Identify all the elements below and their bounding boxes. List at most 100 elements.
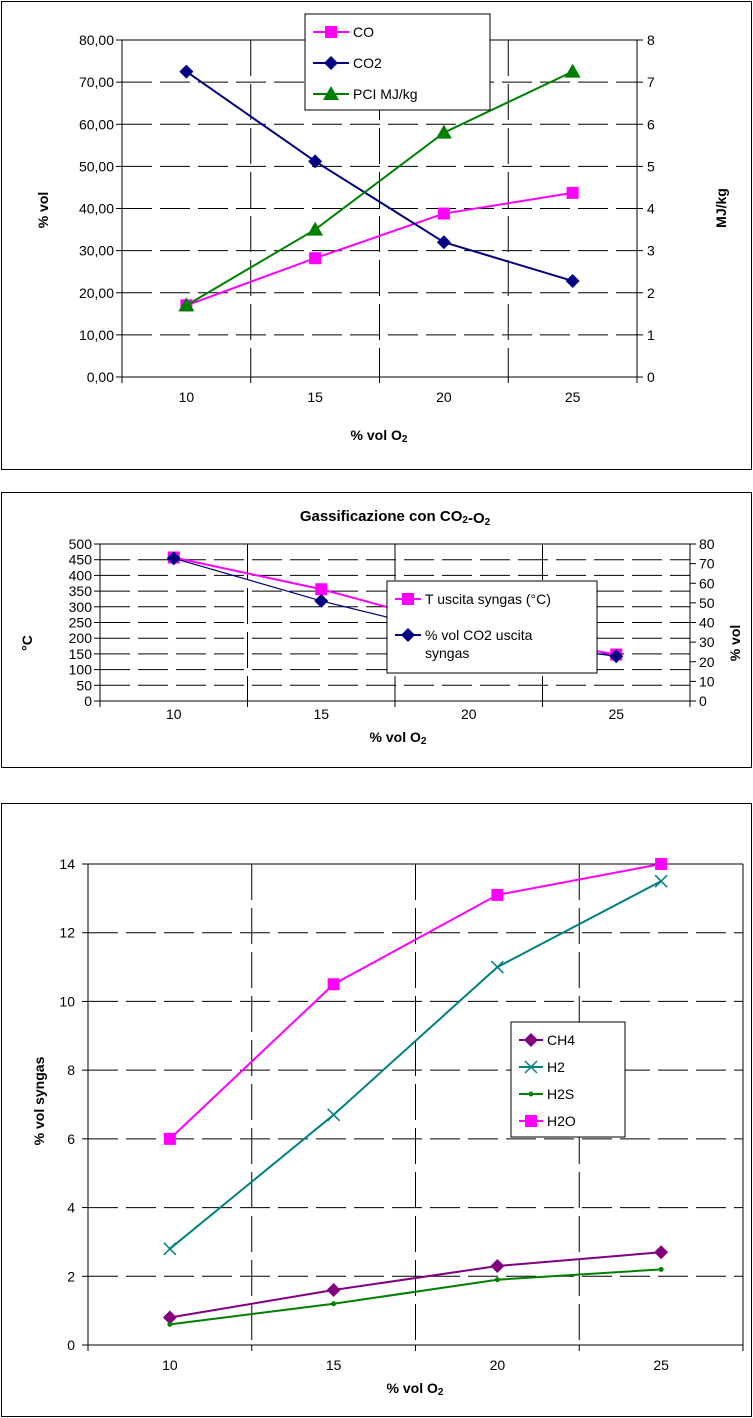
chart-3-legend-swatch-marker <box>525 1115 537 1127</box>
chart-3-series-h2-line <box>169 880 662 1250</box>
chart-3-series-h2o-point <box>491 888 504 901</box>
chart-3-series-h2-point <box>490 960 504 974</box>
chart-3-y-tick-label: 2 <box>67 1268 75 1284</box>
chart-2-y2-tick-label: 20 <box>699 654 715 670</box>
chart-3-legend-swatch-marker <box>524 1060 538 1074</box>
chart-2-y2-tick-label: 50 <box>699 595 715 611</box>
chart-1-y-axis-title: % vol <box>35 192 51 229</box>
chart-1-y2-tick-label: 2 <box>647 285 655 301</box>
chart-1-legend-swatch-marker <box>325 26 337 38</box>
chart-1-series-co-line <box>186 191 573 307</box>
chart-2-legend-label: % vol CO2 uscita syngas <box>425 627 533 661</box>
chart-1-y-tick-label: 70,00 <box>79 74 114 90</box>
chart-2-y-tick-label: 400 <box>69 567 93 583</box>
chart-2-y2-tick-label: 0 <box>699 693 707 709</box>
chart-2-frame: Gassificazione con CO2-O2 % vol O2 °C % … <box>1 492 752 768</box>
chart-2-y-tick-label: 300 <box>69 599 93 615</box>
chart-2-y-tick-label: 150 <box>69 646 93 662</box>
chart-1-y2-tick-label: 0 <box>647 369 655 385</box>
chart-1-legend-swatch-marker <box>323 86 339 100</box>
chart-1-series-co2-line <box>185 70 573 282</box>
chart-1-legend-label: CO2 <box>353 55 382 71</box>
chart-3-y-tick-label: 12 <box>59 925 75 941</box>
chart-1-series-co-point <box>437 207 450 220</box>
chart-2-y-tick-label: 250 <box>69 615 93 631</box>
chart-1-series-pci-mj-kg-point <box>564 63 581 78</box>
chart-1-y2-tick-label: 4 <box>647 201 655 217</box>
chart-3-x-tick-label: 20 <box>490 1357 506 1373</box>
chart-1-y2-tick-label: 7 <box>647 74 655 90</box>
chart-1-legend-label: PCI MJ/kg <box>353 86 418 102</box>
chart-2-y-axis-title: °C <box>19 635 35 651</box>
chart-1-y-tick-label: 0,00 <box>87 369 114 385</box>
chart-3-series-ch4-point <box>490 1258 505 1273</box>
chart-3-y-tick-label: 8 <box>67 1062 75 1078</box>
chart-2-series-vol-co2-uscita-syngas-point <box>314 593 329 608</box>
chart-1-series-co2-point <box>436 235 451 250</box>
chart-1-y-tick-label: 30,00 <box>79 243 114 259</box>
chart-1-y-tick-label: 60,00 <box>79 116 114 132</box>
chart-1-y2-tick-label: 5 <box>647 158 655 174</box>
chart-3-x-tick-label: 15 <box>326 1357 342 1373</box>
chart-1-y2-tick-label: 3 <box>647 243 655 259</box>
chart-3-legend-label: CH4 <box>547 1032 575 1048</box>
chart-1-y-tick-label: 80,00 <box>79 32 114 48</box>
chart-3-series-h2s-point <box>167 1321 173 1327</box>
chart-1-x-tick-label: 10 <box>179 389 195 405</box>
chart-1-x-tick-label: 25 <box>565 389 581 405</box>
chart-3-frame: % vol O2 % vol syngas 0 2 4 6 8 10 12 14 10 15 20 2… <box>1 803 752 1417</box>
chart-3-series-h2s-point <box>658 1266 664 1272</box>
chart-1-y2-tick-label: 6 <box>647 116 655 132</box>
chart-3-legend-swatch-marker <box>528 1091 534 1097</box>
chart-1-y2-axis-title: MJ/kg <box>713 188 729 228</box>
chart-1-y-tick-label: 50,00 <box>79 158 114 174</box>
chart-3-y-tick-label: 0 <box>67 1337 75 1353</box>
chart-2-y-tick-label: 50 <box>76 677 92 693</box>
chart-3-series-ch4-line <box>169 1251 662 1319</box>
chart-3-series-h2s-point <box>331 1301 337 1307</box>
chart-1-y-tick-label: 40,00 <box>79 201 114 217</box>
chart-3-series-h2o-point <box>163 1132 176 1145</box>
chart-3-series-h2o-line <box>169 863 662 1140</box>
chart-3-series-ch4-point <box>654 1245 669 1260</box>
chart-1-y2-tick-label: 1 <box>647 327 655 343</box>
chart-3-legend-label: H2O <box>547 1113 576 1129</box>
chart-2-legend-swatch-marker <box>402 593 414 605</box>
chart-2-gassificazione: Gassificazione con CO2-O2 % vol O2 °C % … <box>19 508 743 747</box>
chart-2-y2-axis-title: % vol <box>727 625 743 662</box>
chart-1-legend-label: CO <box>353 24 374 40</box>
chart-1-series-pci-mj-kg-point <box>178 297 195 312</box>
chart-2-y2-tick-label: 80 <box>699 536 715 552</box>
chart-1-x-tick-label: 15 <box>307 389 323 405</box>
chart-1-series-co2-point <box>179 64 194 79</box>
chart-3-y-axis-title: % vol syngas <box>31 1056 47 1145</box>
chart-1-legend-swatch-marker <box>324 56 338 70</box>
chart-2-y-tick-label: 450 <box>69 552 93 568</box>
chart-1-series-pci-mj-kg-point <box>307 221 324 236</box>
chart-3-series-ch4-point <box>162 1310 177 1325</box>
chart-2-x-tick-label: 10 <box>166 706 182 722</box>
chart-1-series-co-point <box>309 252 322 265</box>
chart-1-series-pci-mj-kg-point <box>435 124 452 139</box>
chart-3-legend-swatch-marker <box>524 1033 538 1047</box>
chart-2-y-tick-label: 100 <box>69 662 93 678</box>
chart-3-series-h2-point <box>327 1108 341 1122</box>
chart-2-y-tick-label: 200 <box>69 630 93 646</box>
chart-1-y-tick-label: 20,00 <box>79 285 114 301</box>
chart-3-x-axis-title: % vol O2 <box>387 1380 444 1398</box>
chart-2-y2-tick-label: 60 <box>699 575 715 591</box>
chart-3-y-tick-label: 10 <box>59 993 75 1009</box>
chart-1-series-co-point <box>566 186 579 199</box>
chart-2-x-tick-label: 25 <box>608 706 624 722</box>
chart-3-y-tick-label: 4 <box>67 1200 75 1216</box>
chart-2-legend-box <box>386 580 598 674</box>
chart-2-y-tick-label: 500 <box>69 536 93 552</box>
chart-1-co-co2-pci: % vol O2 % vol MJ/kg 0,00 10,00 20,00 30,00… <box>35 13 729 445</box>
chart-2-series-t-uscita-syngas-c-point <box>315 583 328 596</box>
chart-3-x-tick-label: 25 <box>653 1357 669 1373</box>
chart-3-series-h2s-point <box>494 1277 500 1283</box>
chart-1-x-axis-title: % vol O2 <box>351 427 408 445</box>
chart-2-y2-tick-label: 40 <box>699 615 715 631</box>
chart-2-y-tick-label: 350 <box>69 583 93 599</box>
chart-1-series-co2-point <box>308 154 323 169</box>
